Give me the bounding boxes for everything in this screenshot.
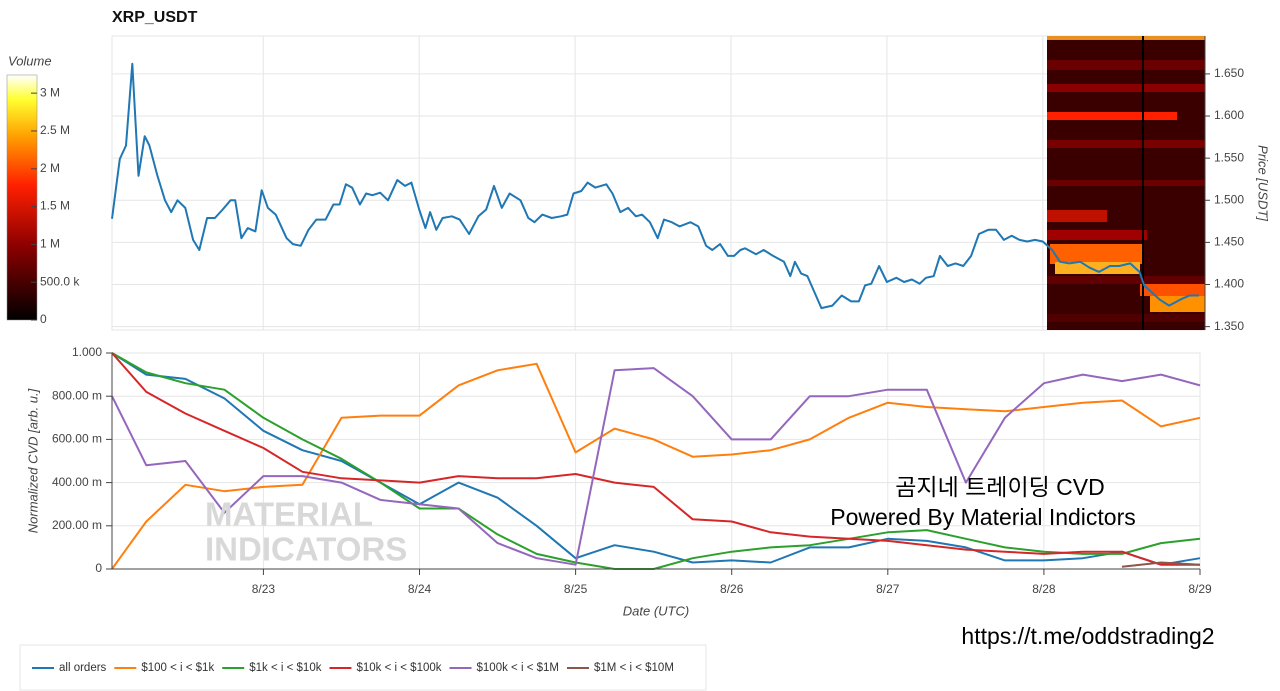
annotation: Powered By Material Indictors (830, 504, 1136, 530)
y-tick-label: 800.00 m (52, 388, 102, 402)
colorbar-label: Volume (8, 53, 52, 68)
x-tick-label: 8/28 (1032, 582, 1056, 596)
cvd-line (111, 352, 1200, 566)
y-axis-label: Normalized CVD [arb. u.] (25, 388, 40, 533)
y2-tick-label: 1.450 (1214, 235, 1244, 249)
x-tick-label: 8/26 (720, 582, 744, 596)
price-plot-frame (111, 35, 1206, 331)
cvd-line (111, 367, 1201, 566)
colorbar-tick-label: 1 M (40, 237, 60, 251)
y2-tick-label: 1.650 (1214, 66, 1244, 80)
legend-items: all orders $100 < i < $1k $1k < i < $10k $1… (32, 662, 674, 674)
y-tick-label: 0 (95, 561, 102, 575)
cvd-line (1121, 561, 1201, 568)
x-tick-label: 8/25 (564, 582, 588, 596)
y2-tick-label: 1.500 (1214, 192, 1244, 206)
y2-tick-label: 1.400 (1214, 277, 1244, 291)
cvd-line (111, 352, 1201, 566)
annotation: 곰지네 트레이딩 CVD (895, 474, 1104, 500)
legend-label: $1M < i < $10M (594, 662, 674, 674)
y2-axis-label: Price [USDT] (1256, 145, 1271, 221)
watermark: MATERIAL (205, 496, 373, 533)
legend-label: all orders (59, 662, 107, 674)
y-tick-label: 200.00 m (52, 518, 102, 532)
x-axis-label: Date (UTC) (623, 603, 689, 618)
watermark: INDICATORS (205, 531, 407, 568)
y2-tick-label: 1.550 (1214, 150, 1244, 164)
colorbar-tick-label: 3 M (40, 85, 60, 99)
legend-label: $1k < i < $10k (249, 662, 321, 674)
y-tick-label: 1.000 (72, 345, 102, 359)
colorbar-tick-label: 2 M (40, 161, 60, 175)
legend-label: $10k < i < $100k (356, 662, 441, 674)
heatmap (1047, 36, 1205, 330)
colorbar-tick-label: 0 (40, 312, 47, 326)
y-tick-label: 600.00 m (52, 432, 102, 446)
colorbar-tick-label: 1.5 M (40, 199, 70, 213)
x-tick-label: 8/29 (1188, 582, 1212, 596)
y-tick-label: 400.00 m (52, 475, 102, 489)
cvd-line (111, 362, 1201, 570)
x-tick-label: 8/24 (408, 582, 432, 596)
colorbar-tick-label: 500.0 k (40, 274, 80, 288)
x-tick-label: 8/23 (252, 582, 276, 596)
legend-label: $100 < i < $1k (141, 662, 214, 674)
colorbar-tick-label: 2.5 M (40, 123, 70, 137)
y2-tick-label: 1.350 (1214, 319, 1244, 333)
price-line (111, 62, 1199, 310)
y2-tick-label: 1.600 (1214, 108, 1244, 122)
chart-title: XRP_USDT (112, 9, 198, 26)
legend-label: $100k < i < $1M (477, 662, 559, 674)
annotation: https://t.me/oddstrading2 (961, 623, 1214, 649)
colorbar (6, 74, 38, 321)
x-tick-label: 8/27 (876, 582, 900, 596)
